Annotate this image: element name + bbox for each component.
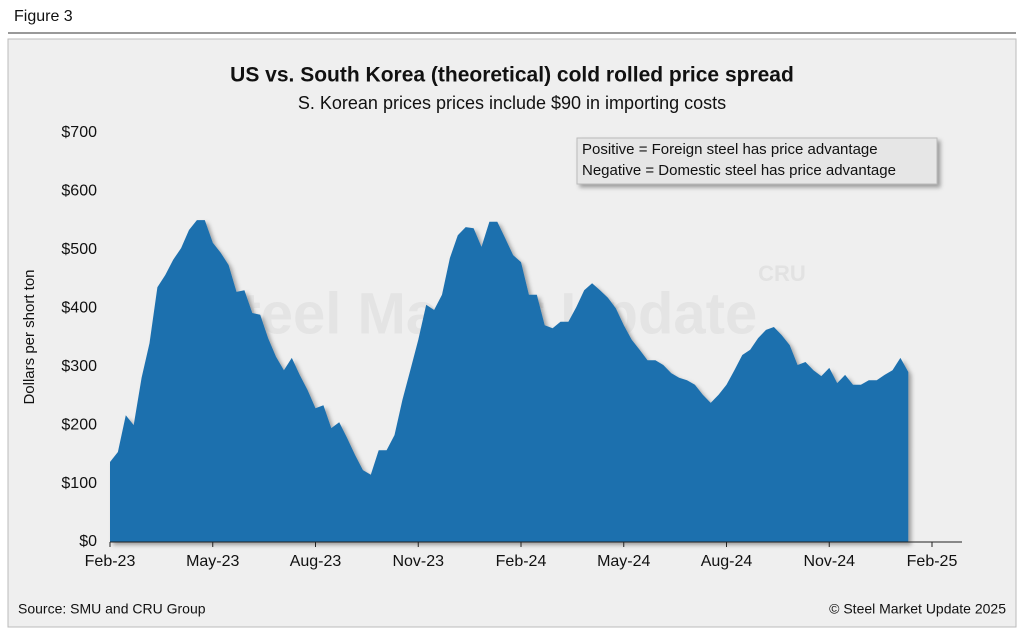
chart-subtitle: S. Korean prices prices include $90 in i… xyxy=(298,93,726,113)
y-tick-label: $100 xyxy=(61,475,97,492)
y-tick-label: $200 xyxy=(61,416,97,433)
y-tick-label: $300 xyxy=(61,358,97,375)
y-tick-label: $700 xyxy=(61,124,97,141)
y-tick-label: $600 xyxy=(61,183,97,200)
y-tick-label: $500 xyxy=(61,241,97,258)
plot: $0 $100 $200 $300 $400 $500 $600 $700 Feb-23 May-… xyxy=(61,124,962,570)
annotation-box xyxy=(576,137,938,185)
x-tick-label: Nov-24 xyxy=(803,553,855,570)
x-tick-label: Feb-23 xyxy=(85,553,136,570)
watermark-logo: CRU xyxy=(758,261,806,286)
annotation: Negative = Domestic steel has price adva… xyxy=(582,162,896,179)
x-tick-label: Feb-25 xyxy=(907,553,958,570)
chart-title: US vs. South Korea (theoretical) cold ro… xyxy=(230,64,794,87)
y-tick-label: $400 xyxy=(61,300,97,317)
figure-label: Figure 3 xyxy=(14,8,73,25)
annotation: Positive = Foreign steel has price advan… xyxy=(582,141,878,158)
x-tick-label: Aug-23 xyxy=(290,553,342,570)
y-tick-label: $0 xyxy=(79,533,97,550)
x-tick-label: Nov-23 xyxy=(392,553,444,570)
y-axis-label: Dollars per short ton xyxy=(21,269,38,404)
x-tick-label: May-23 xyxy=(186,553,239,570)
source: Source: SMU and CRU Group xyxy=(18,601,206,617)
x-tick-label: Aug-24 xyxy=(701,553,753,570)
copyright: © Steel Market Update 2025 xyxy=(829,601,1006,617)
area xyxy=(110,220,909,542)
x-tick-label: May-24 xyxy=(597,553,650,570)
x-tick-label: Feb-24 xyxy=(496,553,547,570)
